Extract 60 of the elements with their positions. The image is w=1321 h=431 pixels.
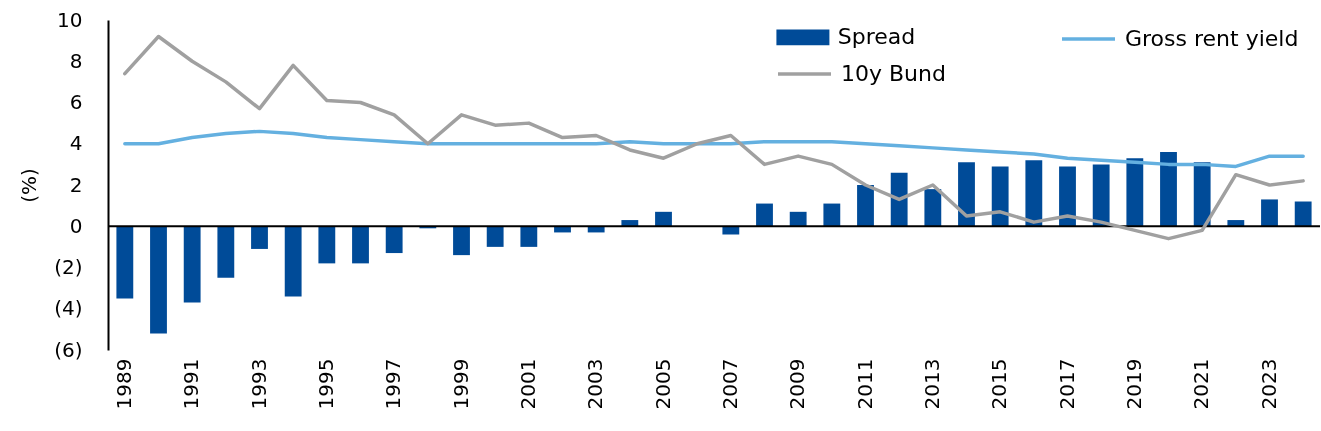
bar: [352, 226, 369, 264]
x-tick-label: 2013: [919, 358, 944, 410]
x-tick-label: 2005: [650, 358, 675, 410]
bar: [890, 172, 908, 227]
x-tick-label: 1999: [448, 358, 473, 410]
bar: [251, 226, 268, 249]
x-tick-label: 2003: [583, 358, 608, 410]
bar: [756, 203, 773, 227]
x-tick-label: 2011: [852, 358, 877, 410]
x-tick-label: 2021: [1189, 358, 1214, 410]
bar: [789, 211, 807, 227]
y-tick-label: (4): [54, 296, 83, 321]
bar: [520, 226, 538, 247]
bar: [150, 226, 167, 334]
bar: [183, 226, 201, 303]
bar: [116, 226, 134, 299]
bar: [1261, 199, 1278, 227]
bar: [1160, 152, 1177, 227]
bar: [1059, 166, 1076, 227]
legend-label: Spread: [837, 24, 916, 50]
y-tick-label: (6): [54, 337, 83, 362]
legend-label: Gross rent yield: [1125, 26, 1299, 51]
bar: [655, 211, 672, 227]
y-tick-label: 0: [69, 213, 83, 238]
x-tick-label: 2019: [1121, 358, 1146, 410]
bar: [857, 185, 874, 227]
bar: [1294, 201, 1312, 227]
x-tick-label: 1989: [111, 358, 136, 410]
x-tick-label: 2009: [785, 358, 810, 410]
bar: [958, 162, 975, 227]
bar: [284, 226, 302, 297]
y-axis-title: (%): [17, 168, 42, 203]
x-tick-label: 2015: [987, 358, 1012, 410]
x-tick-label: 1991: [179, 358, 204, 410]
y-tick-label: (2): [54, 255, 83, 279]
bar: [385, 226, 403, 254]
x-tick-label: 1995: [313, 358, 338, 410]
bar: [486, 226, 504, 247]
x-tick-label: 1997: [381, 358, 406, 410]
bar: [1126, 158, 1144, 227]
bar: [1025, 160, 1043, 227]
bar: [924, 189, 942, 227]
bar: [217, 226, 235, 278]
line-series: [123, 129, 1305, 169]
x-tick-label: 2001: [515, 358, 540, 410]
x-tick-label: 2023: [1256, 358, 1281, 410]
bar: [1092, 164, 1110, 227]
bar: [823, 203, 841, 227]
y-tick-label: 6: [69, 90, 83, 114]
bar: [318, 226, 336, 264]
x-tick-label: 1993: [246, 358, 271, 410]
y-tick-label: 10: [57, 7, 83, 32]
y-tick-label: 8: [69, 48, 83, 73]
x-tick-label: 2007: [717, 358, 742, 410]
y-tick-label: 4: [69, 131, 83, 156]
bar: [453, 226, 470, 256]
legend-label: 10y Bund: [841, 61, 946, 86]
y-tick-label: 2: [69, 172, 83, 197]
bar: [991, 166, 1009, 227]
x-tick-label: 2017: [1054, 358, 1079, 410]
